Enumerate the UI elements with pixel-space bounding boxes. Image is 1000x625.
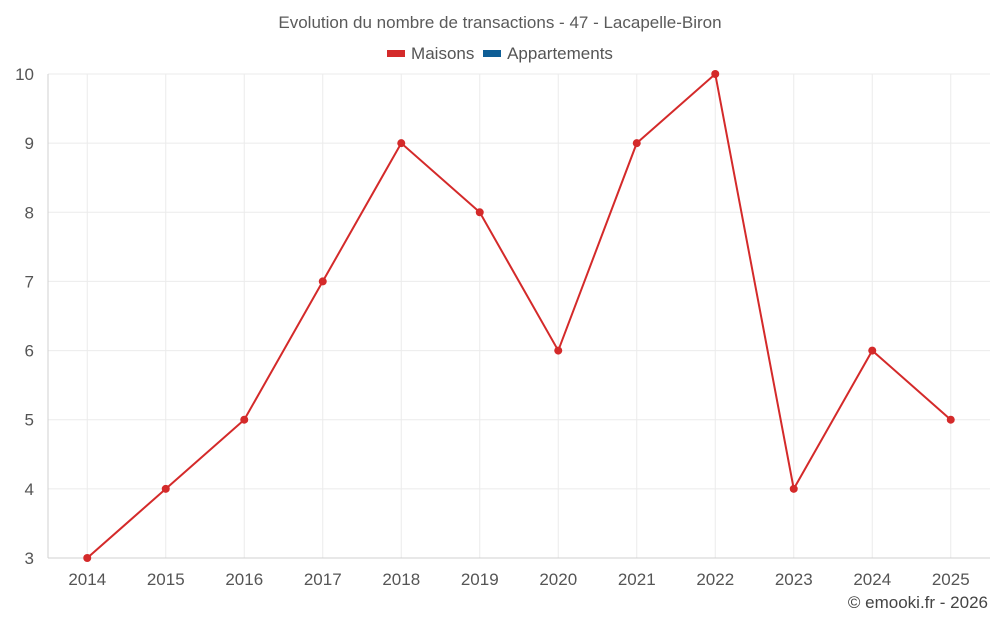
x-tick-label: 2016 — [225, 570, 263, 589]
legend-label-maisons: Maisons — [411, 44, 475, 63]
x-tick-label: 2025 — [932, 570, 970, 589]
x-tick-label: 2023 — [775, 570, 813, 589]
x-tick-label: 2024 — [853, 570, 891, 589]
chart-title: Evolution du nombre de transactions - 47… — [278, 13, 722, 32]
y-tick-label: 9 — [25, 134, 34, 153]
data-point-maisons-2022 — [711, 70, 720, 78]
legend-item-maisons[interactable]: Maisons — [387, 44, 474, 64]
legend-item-appartements[interactable]: Appartements — [483, 44, 613, 64]
x-tick-label: 2014 — [68, 570, 106, 589]
y-tick-label: 8 — [25, 203, 34, 222]
y-tick-label: 5 — [25, 411, 34, 430]
legend-label-appartements: Appartements — [507, 44, 613, 63]
data-point-maisons-2014 — [83, 554, 92, 562]
data-point-maisons-2020 — [554, 346, 563, 355]
x-tick-label: 2022 — [696, 570, 734, 589]
data-point-maisons-2023 — [789, 484, 798, 493]
y-tick-label: 6 — [25, 342, 34, 361]
data-point-maisons-2016 — [240, 415, 249, 424]
data-point-maisons-2017 — [318, 277, 327, 286]
data-point-maisons-2024 — [868, 346, 877, 355]
x-tick-label: 2021 — [618, 570, 656, 589]
y-tick-label: 10 — [15, 65, 34, 84]
y-tick-label: 7 — [25, 272, 34, 291]
x-tick-label: 2017 — [304, 570, 342, 589]
x-tick-label: 2019 — [461, 570, 499, 589]
x-tick-label: 2018 — [382, 570, 420, 589]
data-point-maisons-2015 — [161, 484, 170, 493]
series-line-maisons — [86, 72, 952, 559]
legend-swatch-appartements — [483, 49, 502, 57]
data-point-maisons-2021 — [632, 139, 641, 148]
credit-text: © emooki.fr - 2026 — [847, 593, 988, 612]
x-tick-label: 2015 — [147, 570, 185, 589]
data-point-maisons-2025 — [946, 415, 955, 424]
legend: Maisons Appartements — [0, 44, 1000, 64]
y-tick-label: 4 — [25, 480, 34, 499]
data-point-maisons-2018 — [397, 139, 406, 148]
x-tick-label: 2020 — [539, 570, 577, 589]
data-point-maisons-2019 — [475, 208, 484, 217]
legend-swatch-maisons — [387, 49, 406, 57]
y-tick-label: 3 — [25, 549, 34, 568]
